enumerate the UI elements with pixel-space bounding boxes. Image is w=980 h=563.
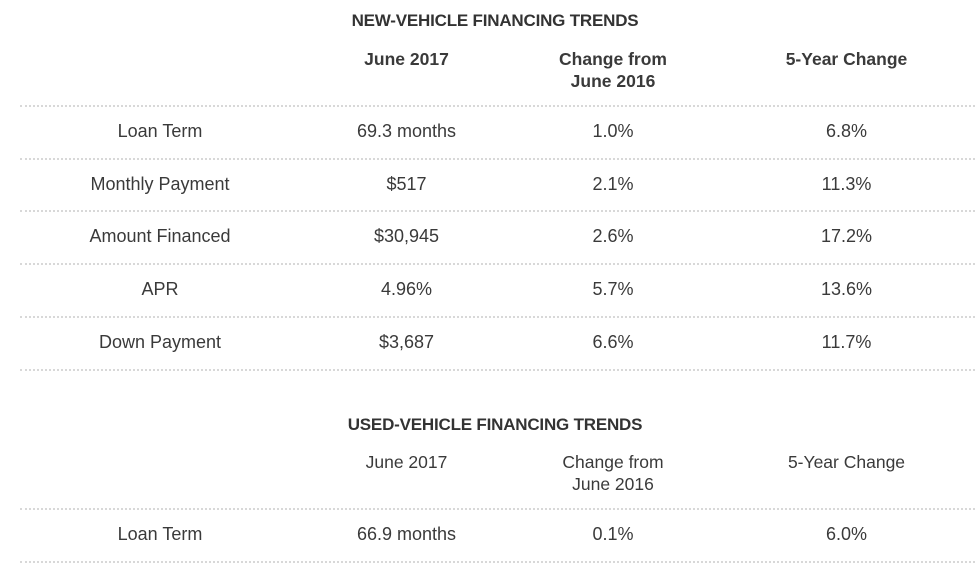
row-value: 11.3% (821, 173, 872, 194)
row-label: Loan Term (117, 121, 203, 141)
row-label: Amount Financed (89, 226, 231, 247)
used-vehicle-table: USED-VEHICLE FINANCING TRENDS June 2017 … (0, 414, 980, 563)
row-value: 2.6% (592, 226, 634, 247)
row-label: Monthly Payment (90, 173, 230, 194)
row-value: $30,945 (373, 226, 440, 247)
row-value: 6.0% (825, 524, 868, 544)
row-value: 11.7% (821, 331, 872, 352)
row-value: 4.96% (380, 279, 433, 300)
table-row: Loan Term 66.9 months 0.1% 6.0% (0, 508, 980, 561)
new-vehicle-table: NEW-VEHICLE FINANCING TRENDS June 2017 C… (0, 10, 980, 371)
header-5yr: 5-Year Change (787, 452, 906, 472)
row-divider (20, 157, 975, 160)
table-row: Down Payment $3,687 6.6% 11.7% (0, 316, 980, 369)
table-row: Monthly Payment $517 2.1% 11.3% (0, 158, 980, 211)
row-divider (20, 210, 975, 213)
row-value: 2.1% (592, 173, 634, 194)
row-value: 1.0% (592, 121, 634, 141)
row-value: 13.6% (820, 279, 873, 300)
header-june-2017: June 2017 (365, 452, 448, 472)
header-5yr: 5-Year Change (785, 49, 908, 69)
row-divider (20, 315, 975, 318)
row-label: Down Payment (98, 331, 222, 352)
row-divider (20, 368, 975, 371)
header-change: Change from June 2016 (562, 452, 664, 494)
header-june-2017: June 2017 (364, 49, 449, 69)
row-value: 17.2% (820, 226, 873, 247)
table-row: APR 4.96% 5.7% 13.6% (0, 263, 980, 316)
row-value: 6.6% (592, 331, 634, 352)
row-divider (20, 105, 975, 107)
row-value: 0.1% (592, 524, 634, 544)
row-divider (20, 508, 975, 510)
row-value: 6.8% (825, 121, 868, 141)
row-divider (20, 560, 975, 563)
row-divider (20, 263, 975, 266)
table-title: USED-VEHICLE FINANCING TRENDS (347, 415, 643, 434)
row-value: 69.3 months (356, 121, 457, 141)
row-value: 5.7% (592, 279, 634, 300)
header-change: Change from June 2016 (559, 49, 667, 91)
table-row: Amount Financed $30,945 2.6% 17.2% (0, 210, 980, 263)
row-value: $3,687 (378, 331, 435, 352)
row-value: 66.9 months (356, 524, 457, 544)
row-value: $517 (386, 173, 427, 194)
row-label: APR (141, 279, 179, 300)
table-row: Loan Term 69.3 months 1.0% 6.8% (0, 105, 980, 158)
row-label: Loan Term (117, 524, 203, 544)
table-title: NEW-VEHICLE FINANCING TRENDS (351, 11, 639, 30)
